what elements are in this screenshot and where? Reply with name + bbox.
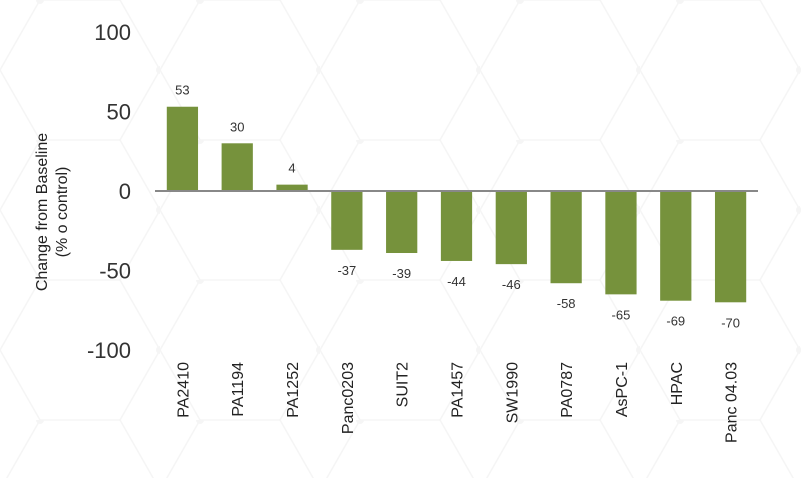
bar-pa0787 [550,191,582,284]
y-axis-title-line2: (% o control) [54,167,71,258]
category-label: PA0787 [559,362,576,418]
y-tick-label: 0 [119,179,131,204]
category-label: HPAC [669,362,686,405]
y-tick-label: -50 [99,259,131,284]
data-labels-group: 53 30 4 -37 -39 -44 -46 -58 -65 -69 -70 [175,83,740,331]
category-label: PA2410 [175,362,192,418]
bars-group [166,106,747,303]
data-label: -58 [557,296,576,311]
y-tick-label: 100 [94,20,131,45]
data-label: -39 [392,266,411,281]
y-tick-label: -100 [87,338,131,363]
bar-hpac [660,191,692,301]
data-label: -44 [447,274,466,289]
bar-sw1990 [495,191,527,265]
data-label: -70 [721,315,740,330]
data-label: -46 [502,277,521,292]
data-label: -65 [612,307,631,322]
category-label: PA1457 [450,362,467,418]
y-axis-ticks: 100 50 0 -50 -100 [87,20,131,363]
category-label: AsPC-1 [614,362,631,417]
bar-pa1194 [221,143,253,191]
category-labels-group: PA2410 PA1194 PA1252 Panc0203 SUIT2 PA1457 SW1… [175,362,740,443]
data-label: -37 [337,263,356,278]
data-label: 4 [288,161,295,176]
y-axis-title-line1: Change from Baseline [34,133,51,291]
category-label: PA1252 [285,362,302,418]
bar-suit2 [386,191,418,254]
data-label: 53 [175,83,189,98]
category-label: SUIT2 [395,362,412,407]
bar-panc0203 [331,191,363,250]
bar-pa1457 [440,191,473,261]
category-label: PA1194 [230,362,247,417]
category-label: Panc0203 [340,362,357,434]
y-axis-title: Change from Baseline (% o control) [34,133,71,291]
data-label: -69 [666,314,685,329]
category-label: SW1990 [504,362,521,423]
bar-aspc-1 [605,191,637,295]
bar-pa1252 [276,184,308,191]
bar-panc-04-03 [714,191,747,303]
data-label: 30 [230,119,244,134]
y-tick-label: 50 [107,100,131,125]
category-label: Panc 04.03 [724,362,741,443]
bar-pa2410 [166,106,199,191]
